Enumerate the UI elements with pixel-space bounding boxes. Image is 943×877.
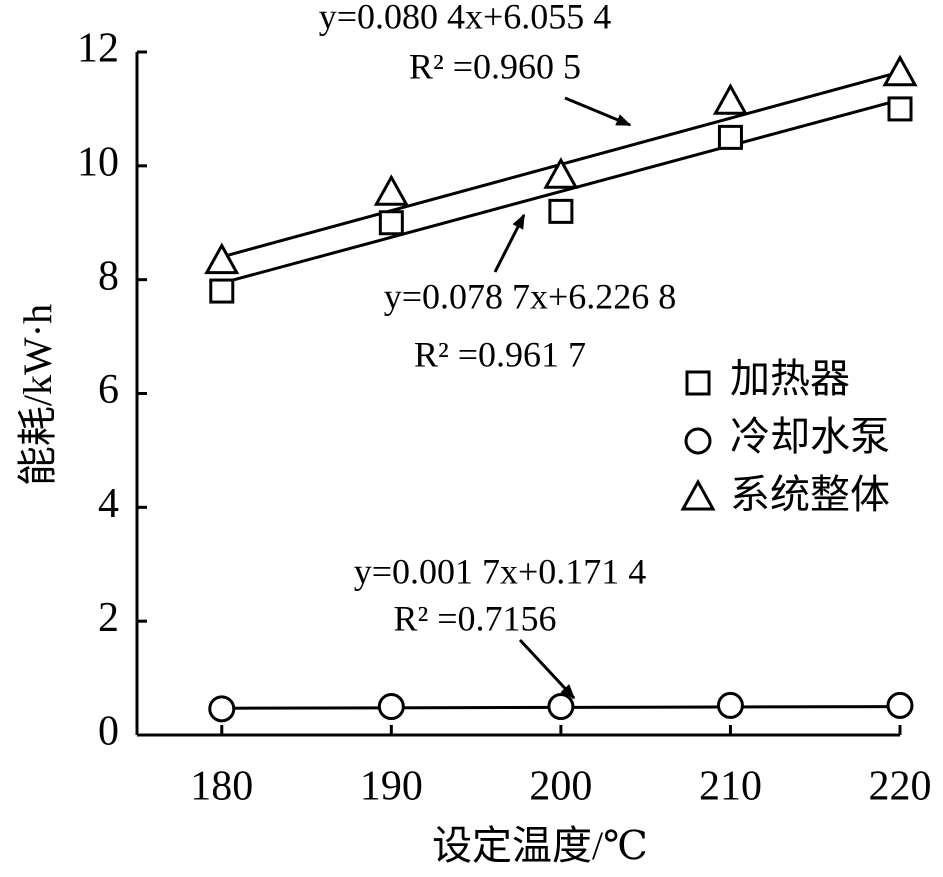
equation: y=0.078 7x+6.226 8	[384, 276, 677, 316]
legend-label: 冷却水泵	[730, 414, 890, 459]
y-tick-label: 12	[77, 26, 119, 72]
marker-square	[887, 96, 913, 122]
legend-label: 加热器	[730, 356, 850, 401]
arrow	[493, 213, 526, 273]
marker-square	[548, 198, 574, 224]
marker-circle	[547, 693, 575, 721]
legend-label: 系统整体	[730, 472, 890, 517]
r-squared: R² =0.961 7	[414, 334, 586, 374]
equation: y=0.001 7x+0.171 4	[354, 551, 647, 591]
y-axis-label: 能耗/kW·h	[15, 304, 60, 486]
legend-marker	[685, 370, 711, 396]
y-tick-label: 10	[77, 139, 119, 185]
marker-triangle	[712, 83, 748, 115]
marker-circle	[208, 695, 236, 723]
marker-square	[717, 124, 743, 150]
x-tick-label: 210	[699, 764, 762, 810]
marker-triangle	[204, 242, 240, 275]
arrow	[564, 96, 632, 127]
y-tick-label: 4	[98, 481, 119, 527]
r-squared: R² =0.960 5	[409, 46, 581, 86]
marker-square	[378, 210, 404, 236]
marker-circle	[716, 691, 744, 719]
arrow	[518, 638, 576, 700]
y-tick-label: 0	[98, 709, 119, 755]
x-axis-label: 设定温度/℃	[432, 823, 648, 868]
marker-triangle	[373, 174, 409, 206]
y-tick-label: 6	[98, 367, 119, 413]
marker-circle	[886, 691, 914, 719]
marker-circle	[377, 693, 405, 721]
marker-triangle	[882, 54, 918, 87]
x-tick-label: 180	[190, 764, 253, 810]
legend-marker	[684, 427, 712, 455]
marker-square	[209, 278, 235, 304]
x-tick-label: 220	[869, 764, 932, 810]
y-tick-label: 8	[98, 253, 119, 299]
y-tick-label: 2	[98, 595, 119, 641]
x-tick-label: 190	[360, 764, 423, 810]
marker-triangle	[543, 157, 579, 189]
legend-marker	[680, 478, 716, 511]
equation: y=0.080 4x+6.055 4	[319, 0, 612, 36]
r-squared: R² =0.7156	[393, 598, 556, 638]
fit-line	[221, 98, 901, 285]
x-tick-label: 200	[529, 764, 592, 810]
